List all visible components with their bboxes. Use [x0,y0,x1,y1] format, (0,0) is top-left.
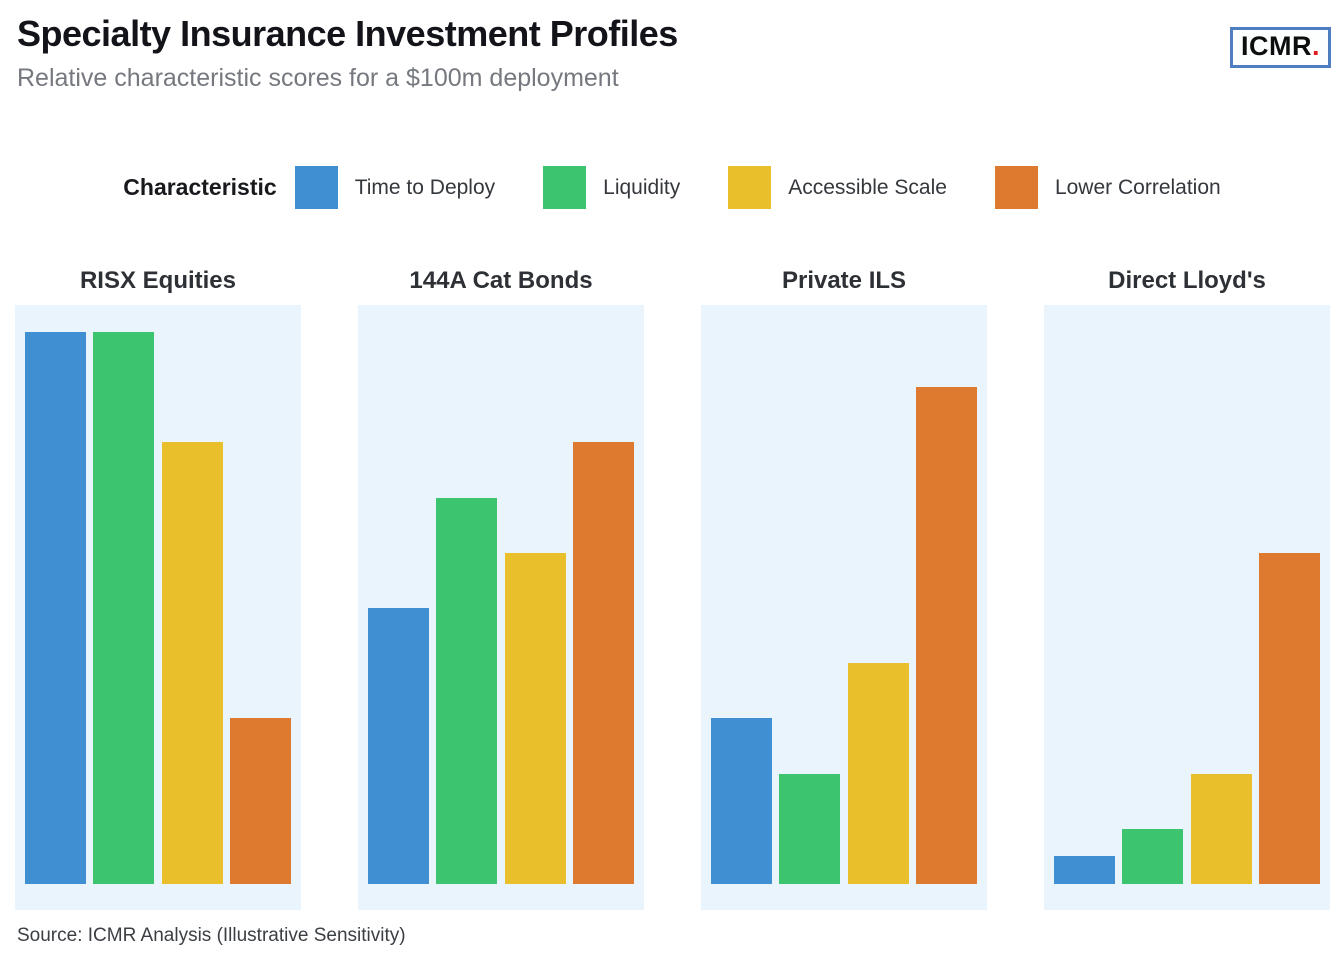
legend-items: Time to Deploy Liquidity Accessible Scale L… [294,166,1221,209]
bar-time-to-deploy [368,608,429,884]
legend-label: Time to Deploy [354,175,496,199]
facet-private-ils: Private ILS [701,265,987,910]
source-note: Source: ICMR Analysis (Illustrative Sens… [17,925,406,946]
facet-title: 144A Cat Bonds [409,267,593,294]
bar-lower-correlation [915,387,977,884]
bar-accessible-scale [847,663,909,884]
page-title: Specialty Insurance Investment Profiles [17,13,678,54]
bar-lower-correlation [1258,553,1320,884]
facet-144a-cat-bonds: 144A Cat Bonds [358,265,644,910]
icmr-logo: ICMR. [1229,27,1331,68]
facet-plot-area [1044,305,1330,910]
legend-item-time-to-deploy: Time to Deploy [294,166,496,209]
logo-dot: . [1311,31,1320,61]
legend-swatch-liquidity [543,166,587,209]
logo-text: ICMR [1240,31,1312,61]
legend: Characteristic Time to Deploy Liquidity Ac… [0,166,1344,209]
bar-liquidity [1122,829,1184,884]
legend-label: Lower Correlation [1054,175,1221,199]
legend-item-liquidity: Liquidity [543,166,680,209]
legend-item-accessible-scale: Accessible Scale [728,166,947,209]
bar-liquidity [779,774,841,884]
legend-swatch-time-to-deploy [294,166,338,209]
legend-title: Characteristic [123,174,277,200]
facet-risx-equities: RISX Equities [15,265,301,910]
legend-swatch-lower-correlation [994,166,1038,209]
header: Specialty Insurance Investment Profiles … [0,0,1344,94]
bar-lower-correlation [229,718,291,884]
bar-liquidity [93,332,155,884]
bar-time-to-deploy [711,718,772,884]
legend-label: Liquidity [603,175,681,199]
facet-title: Private ILS [781,267,907,294]
facet-plot-area [701,305,987,910]
bar-liquidity [436,498,498,884]
facet-title: Direct Lloyd's [1108,267,1266,294]
bar-lower-correlation [572,442,634,884]
legend-item-lower-correlation: Lower Correlation [994,166,1221,209]
facet-plot-area [358,305,644,910]
charts-grid: RISX Equities 144A Cat Bonds Private ILS Di… [0,265,1344,910]
bar-accessible-scale [1190,774,1252,884]
facet-title: RISX Equities [79,267,237,294]
bar-accessible-scale [504,553,566,884]
bar-time-to-deploy [25,332,86,884]
legend-label: Accessible Scale [788,175,947,199]
bar-accessible-scale [161,442,223,884]
bar-time-to-deploy [1054,856,1115,884]
legend-swatch-accessible-scale [728,166,772,209]
facet-direct-lloyd-s: Direct Lloyd's [1044,265,1330,910]
facet-plot-area [15,305,301,910]
page-subtitle: Relative characteristic scores for a $10… [17,64,619,92]
